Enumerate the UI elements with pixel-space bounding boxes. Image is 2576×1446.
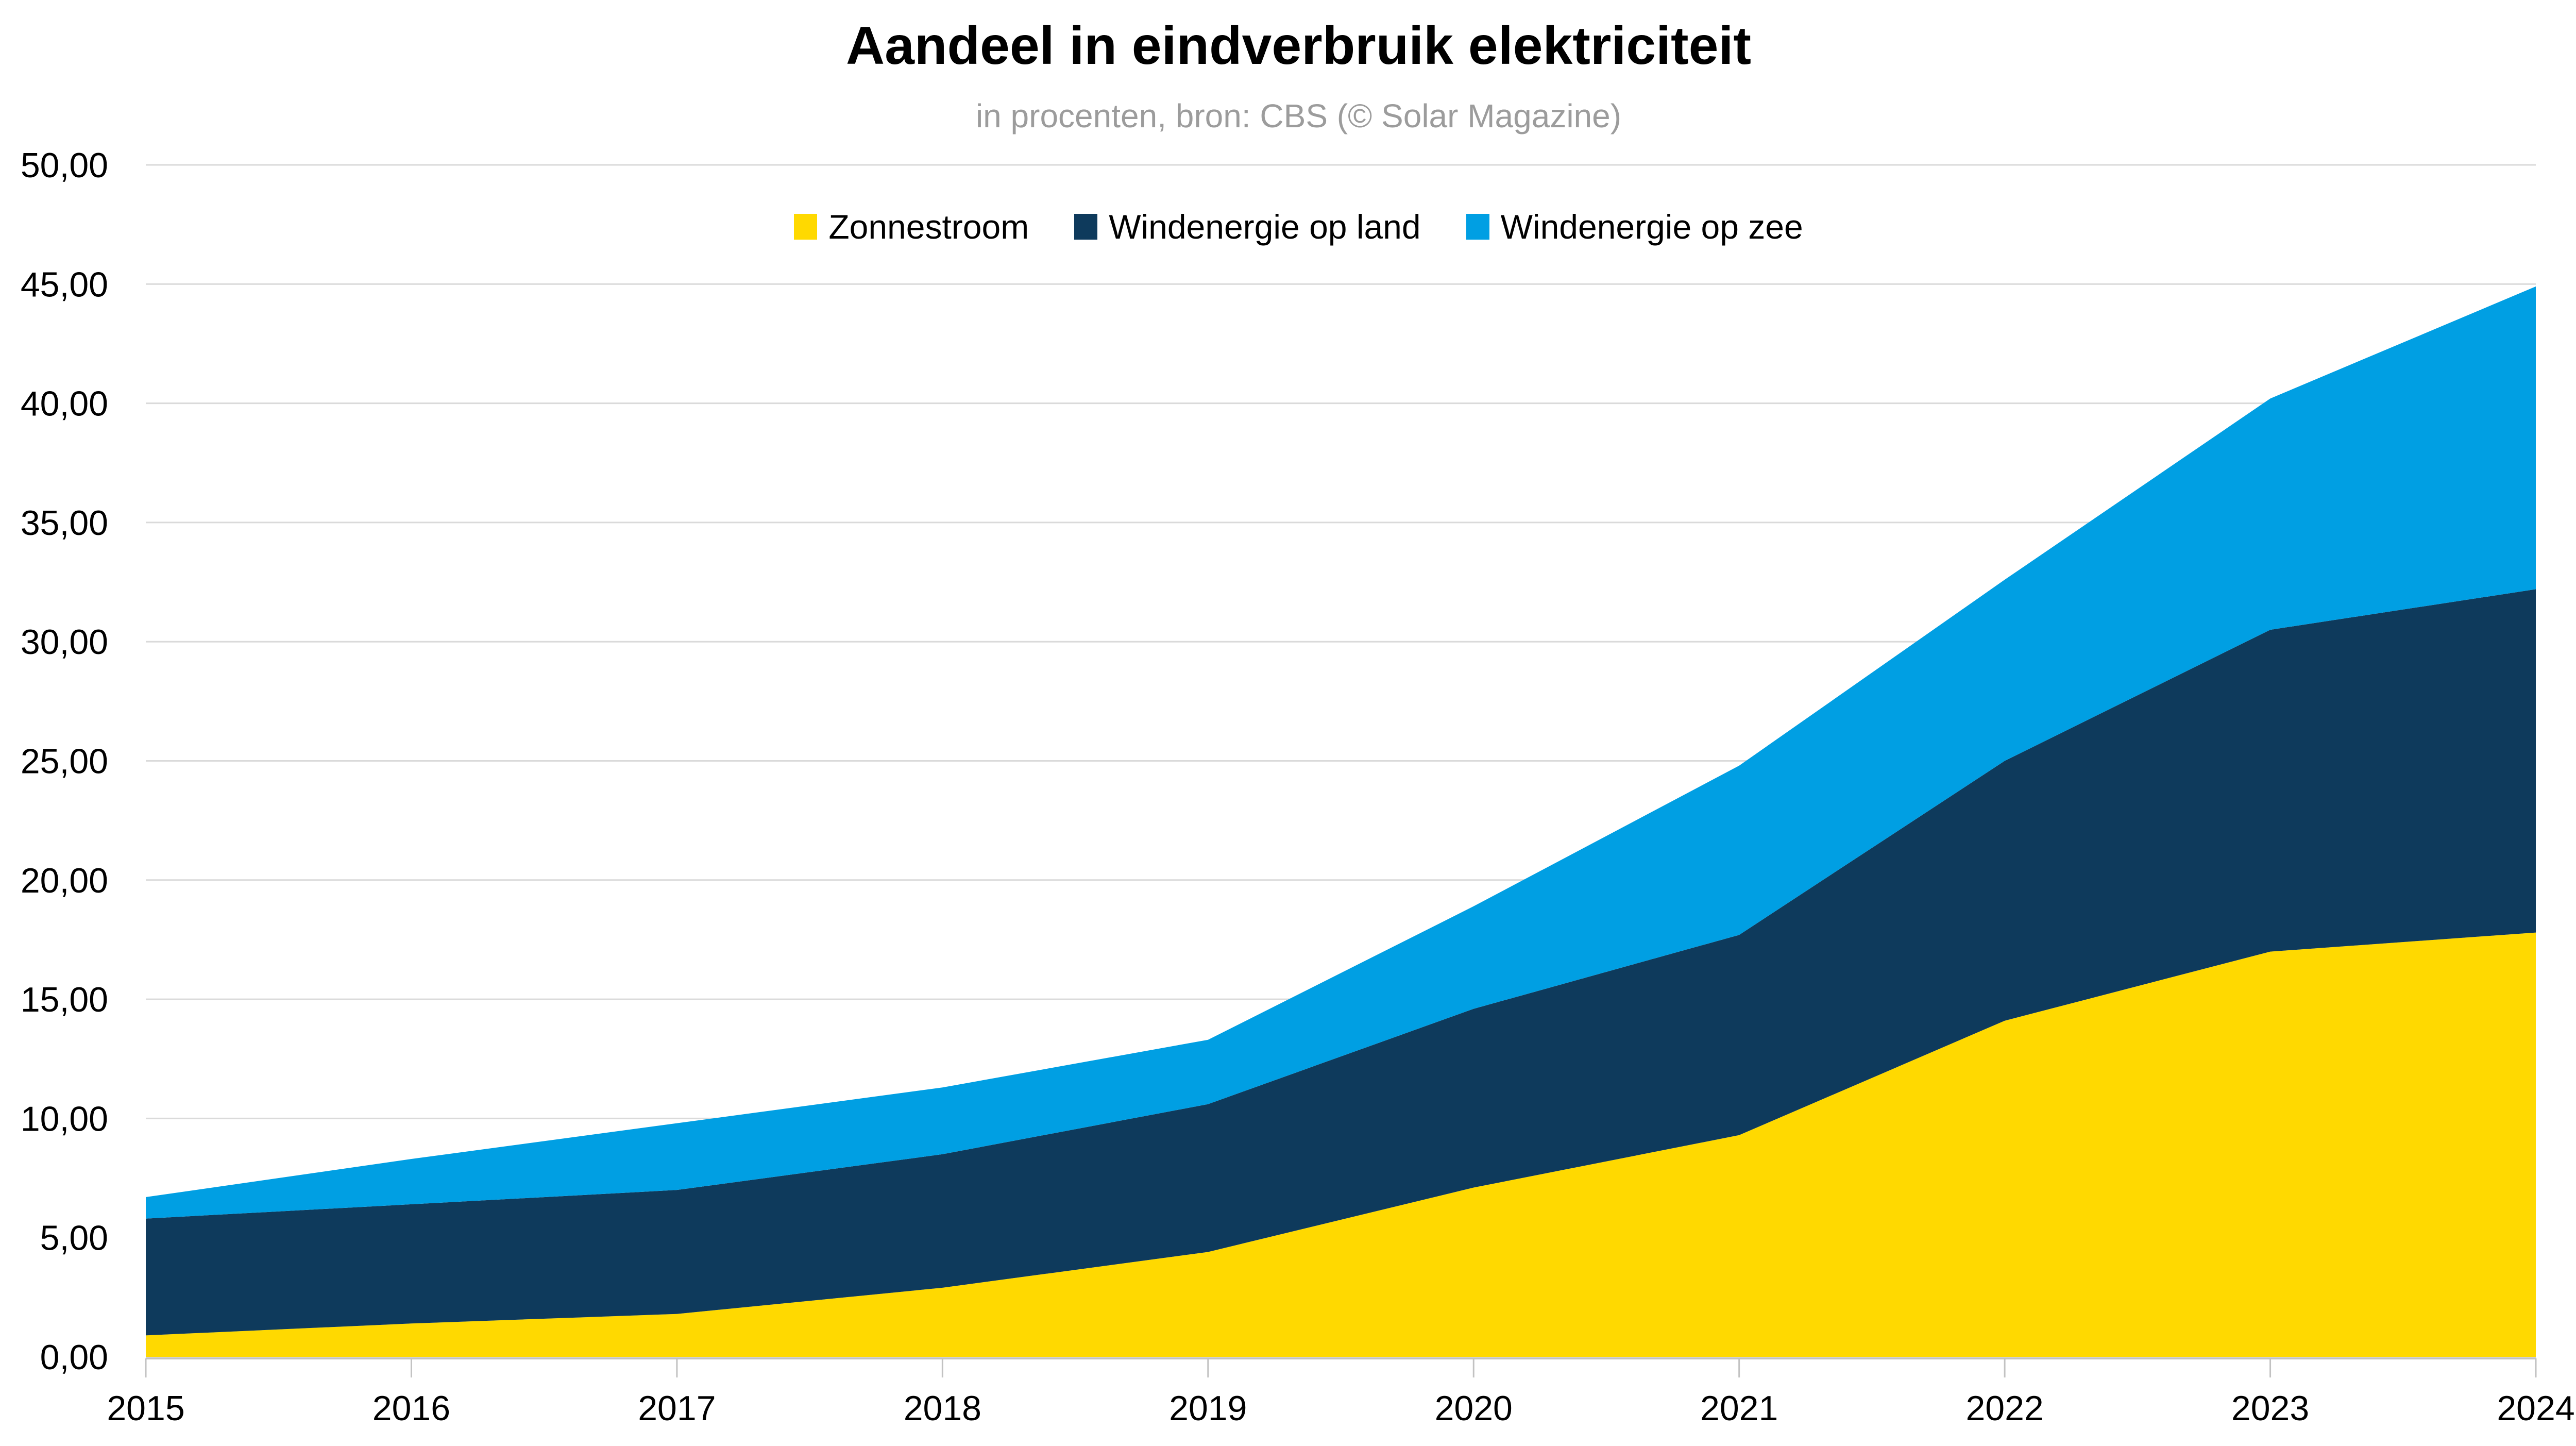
y-axis-label-45,00: 45,00 — [21, 265, 108, 304]
legend-label: Windenergie op zee — [1500, 208, 1803, 246]
x-axis-ticks — [145, 1358, 2537, 1377]
chart-title: Aandeel in eindverbruik elektriciteit — [845, 16, 1752, 76]
x-axis-labels: 2015 2016 2017 2018 2019 2020 2021 2022 2023 2024 — [107, 1389, 2574, 1428]
legend-label: Zonnestroom — [828, 208, 1029, 246]
y-axis-label-30,00: 30,00 — [21, 623, 108, 662]
x-axis-label-2020: 2020 — [1435, 1389, 1513, 1428]
area-windenergie-op-land — [146, 589, 2536, 1336]
x-axis-label-2023: 2023 — [2231, 1389, 2309, 1428]
legend: Zonnestroom Windenergie op land Windenergi… — [0, 207, 2576, 246]
y-axis-label-5,00: 5,00 — [40, 1219, 108, 1258]
area-windenergie-op-zee — [146, 286, 2536, 1219]
y-axis-label-25,00: 25,00 — [21, 742, 108, 781]
x-axis-label-2016: 2016 — [372, 1389, 450, 1428]
legend-label: Windenergie op land — [1109, 208, 1421, 246]
y-axis-label-10,00: 10,00 — [21, 1099, 108, 1138]
y-axis-labels: 0,00 5,00 10,00 15,00 20,00 25,00 30,00 35,00 40… — [21, 146, 108, 1377]
y-axis-label-50,00: 50,00 — [21, 146, 108, 185]
chart-subtitle: in procenten, bron: CBS (© Solar Magazin… — [975, 97, 1622, 134]
x-axis-label-2022: 2022 — [1965, 1389, 2043, 1428]
legend-item-zonnestroom[interactable]: Zonnestroom — [794, 207, 1029, 246]
y-axis-label-20,00: 20,00 — [21, 861, 108, 900]
x-axis-label-2019: 2019 — [1169, 1389, 1247, 1428]
legend-item-windenergie-op-land[interactable]: Windenergie op land — [1074, 207, 1421, 246]
y-axis-label-0,00: 0,00 — [40, 1338, 108, 1377]
y-axis-label-35,00: 35,00 — [21, 503, 108, 543]
legend-swatch-icon — [1074, 214, 1098, 240]
area-zonnestroom — [146, 932, 2536, 1357]
legend-swatch-icon — [1466, 214, 1489, 240]
legend-item-windenergie-op-zee[interactable]: Windenergie op zee — [1466, 207, 1803, 246]
x-axis-label-2017: 2017 — [638, 1389, 716, 1428]
x-axis-label-2018: 2018 — [904, 1389, 981, 1428]
x-axis-label-2015: 2015 — [107, 1389, 184, 1428]
x-axis-label-2021: 2021 — [1700, 1389, 1778, 1428]
y-axis-label-40,00: 40,00 — [21, 384, 108, 424]
y-axis-label-15,00: 15,00 — [21, 980, 108, 1019]
legend-swatch-icon — [794, 214, 818, 240]
x-axis-label-2024: 2024 — [2497, 1389, 2574, 1428]
